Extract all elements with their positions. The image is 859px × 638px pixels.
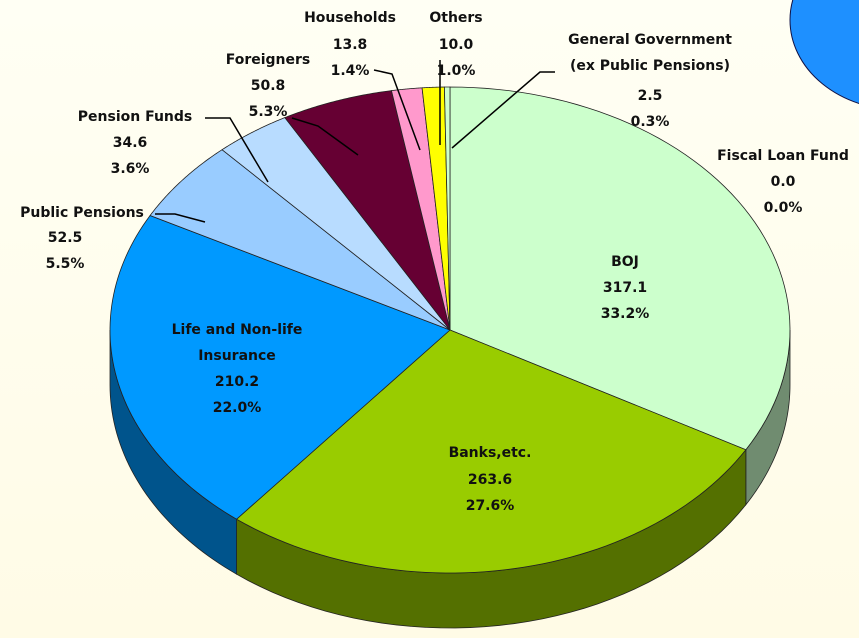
slice — [149, 149, 451, 331]
slice — [443, 86, 451, 331]
slice — [390, 87, 451, 331]
category-label: General Government (ex Public Pensions) — [568, 32, 732, 74]
category-label: Life and Non-life Insurance — [172, 322, 303, 364]
value-label: 52.5 — [48, 230, 83, 246]
slice — [109, 215, 451, 520]
percent-label: 0.3% — [631, 114, 670, 130]
leader-line — [373, 69, 421, 151]
slice — [421, 86, 451, 331]
value-label: 210.2 — [215, 374, 259, 390]
slice — [284, 90, 451, 331]
category-label: Households — [304, 10, 396, 26]
pie — [109, 86, 791, 629]
percent-label: 1.4% — [331, 63, 370, 79]
category-label: BOJ — [611, 254, 639, 270]
value-label: 317.1 — [603, 280, 647, 296]
category-label: Fiscal Loan Fund — [717, 148, 849, 164]
category-label: Pension Funds — [78, 109, 192, 125]
leader-lines — [155, 60, 555, 223]
value-label: 50.8 — [251, 78, 286, 94]
value-label: 13.8 — [333, 37, 368, 53]
category-label: Others — [429, 10, 482, 26]
category-label: Foreigners — [226, 52, 311, 68]
percent-label: 3.6% — [111, 161, 150, 177]
value-label: 263.6 — [468, 472, 512, 488]
leader-line — [205, 117, 269, 183]
slice — [221, 117, 451, 331]
value-label: 34.6 — [113, 135, 148, 151]
percent-label: 1.0% — [437, 63, 476, 79]
slice — [449, 86, 791, 451]
labels: Fiscal Loan Fund 0.0 0.0% BOJ 317.1 33.2% Bank… — [20, 10, 849, 514]
category-label: Public Pensions — [20, 205, 144, 221]
percent-label: 5.5% — [46, 256, 85, 272]
slice — [235, 329, 747, 574]
leader-line — [155, 213, 206, 223]
value-label: 0.0 — [771, 174, 796, 190]
percent-label: 0.0% — [764, 200, 803, 216]
percent-label: 27.6% — [466, 498, 515, 514]
leader-line — [451, 71, 555, 149]
value-label: 10.0 — [439, 37, 474, 53]
value-label: 2.5 — [638, 88, 663, 104]
category-label: Banks,etc. — [449, 445, 532, 461]
percent-label: 5.3% — [249, 104, 288, 120]
percent-label: 33.2% — [601, 306, 650, 322]
decoration — [789, 0, 859, 105]
leader-line — [291, 117, 359, 156]
percent-label: 22.0% — [213, 400, 262, 416]
